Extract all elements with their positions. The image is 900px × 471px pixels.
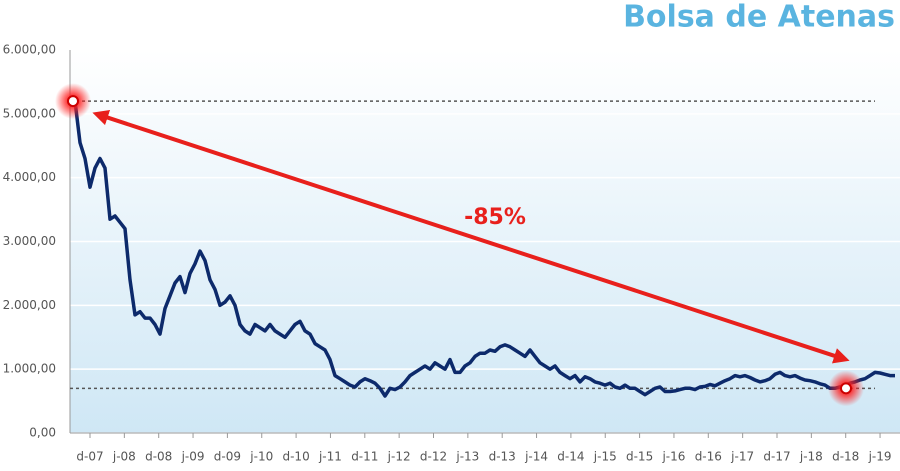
x-tick-label: d-11	[351, 450, 378, 464]
highlight-point	[67, 95, 79, 108]
x-tick-label: d-13	[489, 450, 516, 464]
highlight-point	[840, 382, 852, 395]
chart-title: Bolsa de Atenas	[623, 0, 895, 35]
x-tick-label: d-08	[145, 450, 172, 464]
x-tick-label: d-07	[76, 450, 103, 464]
x-tick-label: j-09	[181, 450, 205, 464]
x-tick-label: d-09	[214, 450, 241, 464]
x-tick-label: d-16	[695, 450, 722, 464]
x-tick-label: d-14	[557, 450, 584, 464]
x-tick-label: d-17	[763, 450, 790, 464]
x-tick-label: j-08	[112, 450, 136, 464]
y-tick-label: 3.000,00	[3, 234, 56, 248]
y-tick-label: 5.000,00	[3, 106, 56, 120]
y-tick-label: 2.000,00	[3, 298, 56, 312]
x-tick-label: j-18	[799, 450, 823, 464]
x-tick-label: j-13	[455, 450, 479, 464]
x-tick-label: d-18	[832, 450, 859, 464]
y-tick-label: 6.000,00	[3, 43, 56, 57]
x-tick-label: d-15	[626, 450, 653, 464]
y-tick-label: 0,00	[29, 426, 56, 440]
x-tick-label: j-11	[318, 450, 342, 464]
x-tick-label: j-15	[593, 450, 617, 464]
arrow	[92, 109, 850, 364]
x-tick-label: j-17	[730, 450, 754, 464]
y-tick-label: 4.000,00	[3, 170, 56, 184]
x-tick-label: j-10	[249, 450, 273, 464]
x-tick-label: j-16	[661, 450, 685, 464]
y-tick-label: 1.000,00	[3, 362, 56, 376]
x-tick-label: d-10	[282, 450, 309, 464]
x-tick-label: j-12	[387, 450, 411, 464]
x-tick-label: d-12	[420, 450, 447, 464]
x-tick-label: j-19	[868, 450, 892, 464]
annotation: -85%	[464, 205, 526, 230]
x-tick-label: j-14	[524, 450, 548, 464]
